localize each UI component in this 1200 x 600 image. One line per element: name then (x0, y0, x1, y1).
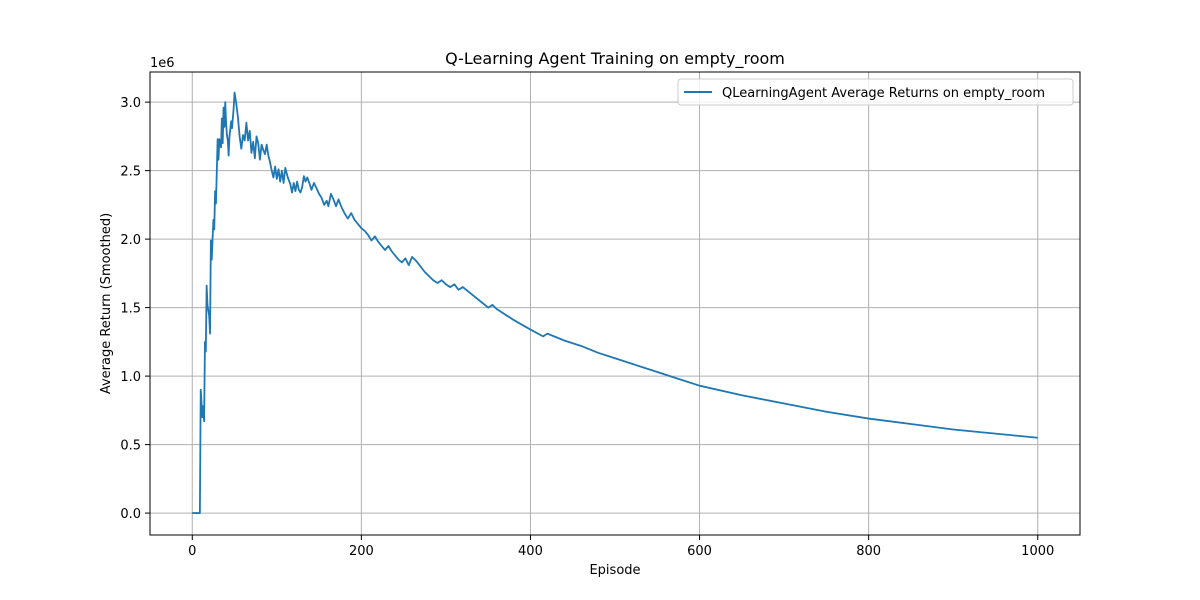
y-tick-label: 0.0 (120, 507, 141, 522)
y-tick-label: 1.5 (120, 302, 141, 317)
y-axis-scale-label: 1e6 (150, 56, 175, 71)
x-tick-label: 600 (687, 544, 712, 559)
y-tick-label: 3.0 (120, 96, 141, 111)
x-tick-label: 1000 (1021, 544, 1054, 559)
x-tick-label: 400 (518, 544, 543, 559)
series-line (192, 91, 1038, 514)
ticks: 0 200 400 600 800 1000 0.0 0.5 1.0 1.5 2.0 2.5 3.0 (120, 96, 1054, 559)
legend-entry-label: QLearningAgent Average Returns on empty_… (722, 86, 1045, 101)
y-tick-label: 2.0 (120, 233, 141, 248)
y-tick-label: 2.5 (120, 165, 141, 180)
axes-frame (149, 71, 1081, 536)
x-tick-label: 800 (856, 544, 881, 559)
chart-title: Q-Learning Agent Training on empty_room (445, 49, 785, 69)
y-tick-label: 0.5 (120, 439, 141, 454)
y-tick-label: 1.0 (120, 370, 141, 385)
grid (150, 72, 1080, 535)
x-axis-label: Episode (589, 563, 640, 578)
series-layer (192, 91, 1038, 514)
y-axis-label: Average Return (Smoothed) (99, 213, 114, 394)
x-tick-label: 200 (349, 544, 374, 559)
legend: QLearningAgent Average Returns on empty_… (677, 78, 1074, 106)
x-tick-label: 0 (188, 544, 196, 559)
legend-box (677, 78, 1074, 106)
